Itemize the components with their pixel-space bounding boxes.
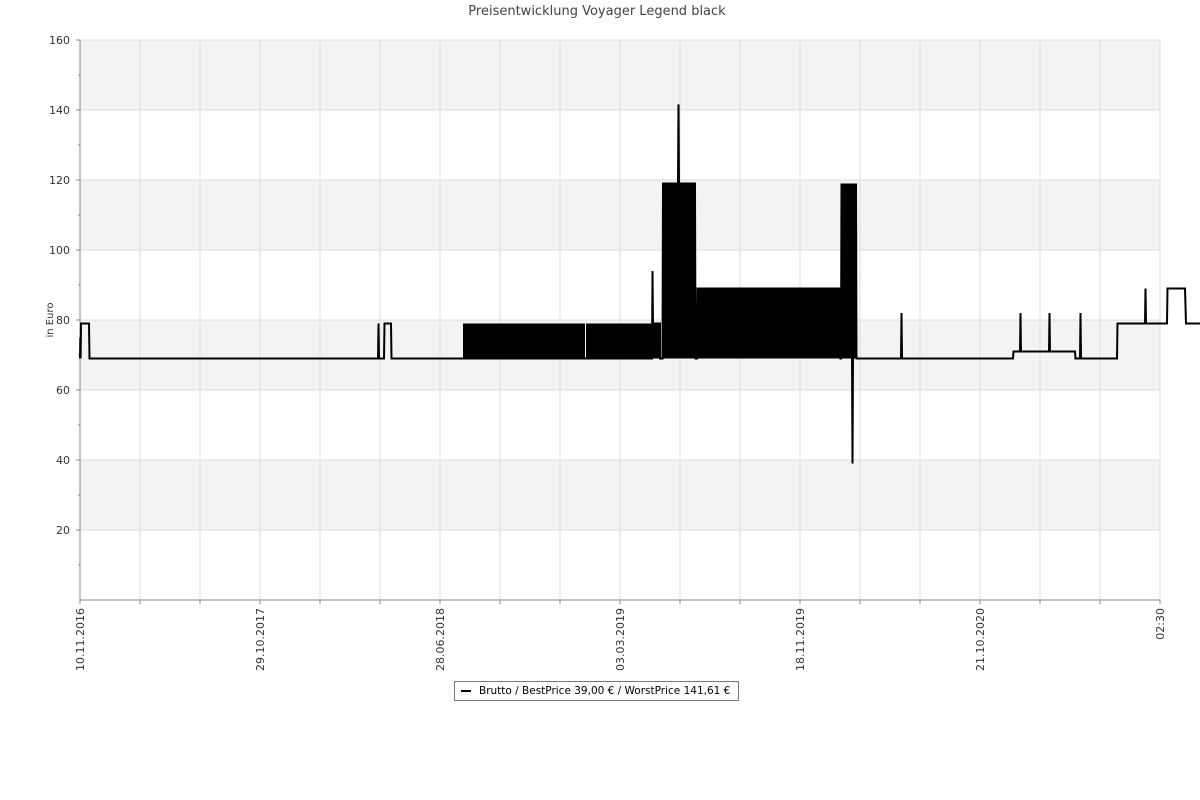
- price-block: [663, 183, 695, 359]
- y-tick-label: 40: [56, 454, 70, 467]
- grid-lines: [80, 39, 1161, 600]
- y-tick-label: 160: [49, 34, 70, 47]
- x-tick-label: 10.11.2016: [74, 608, 87, 671]
- price-block: [586, 323, 660, 359]
- price-block: [698, 288, 840, 359]
- y-axis-title: in Euro: [45, 303, 56, 338]
- y-axis-ticks: 20 40 60 80 100 120 140 160: [49, 34, 80, 566]
- y-tick-label: 20: [56, 524, 70, 537]
- x-tick-label: 29.10.2017: [254, 608, 267, 671]
- y-tick-label: 120: [49, 174, 70, 187]
- x-tick-label: 28.06.2018: [434, 608, 447, 671]
- y-tick-label: 140: [49, 104, 70, 117]
- x-tick-label: 02:30: [1154, 608, 1167, 640]
- price-series: [79, 104, 1200, 464]
- x-tick-label: 03.03.2019: [614, 608, 627, 671]
- x-axis-ticks: 10.11.2016 29.10.2017 28.06.2018 03.03.2019…: [74, 600, 1167, 671]
- x-tick-label: 21.10.2020: [974, 608, 987, 671]
- legend-label: Brutto / BestPrice 39,00 € / WorstPrice …: [479, 685, 731, 697]
- x-tick-label: 18.11.2019: [794, 608, 807, 671]
- y-tick-label: 80: [56, 314, 70, 327]
- y-tick-label: 100: [49, 244, 70, 257]
- price-block: [463, 323, 585, 359]
- legend: Brutto / BestPrice 39,00 € / WorstPrice …: [454, 681, 740, 701]
- legend-swatch: [461, 690, 471, 692]
- price-line: [79, 104, 1200, 464]
- y-tick-label: 60: [56, 384, 70, 397]
- chart-title: Preisentwicklung Voyager Legend black: [468, 4, 726, 19]
